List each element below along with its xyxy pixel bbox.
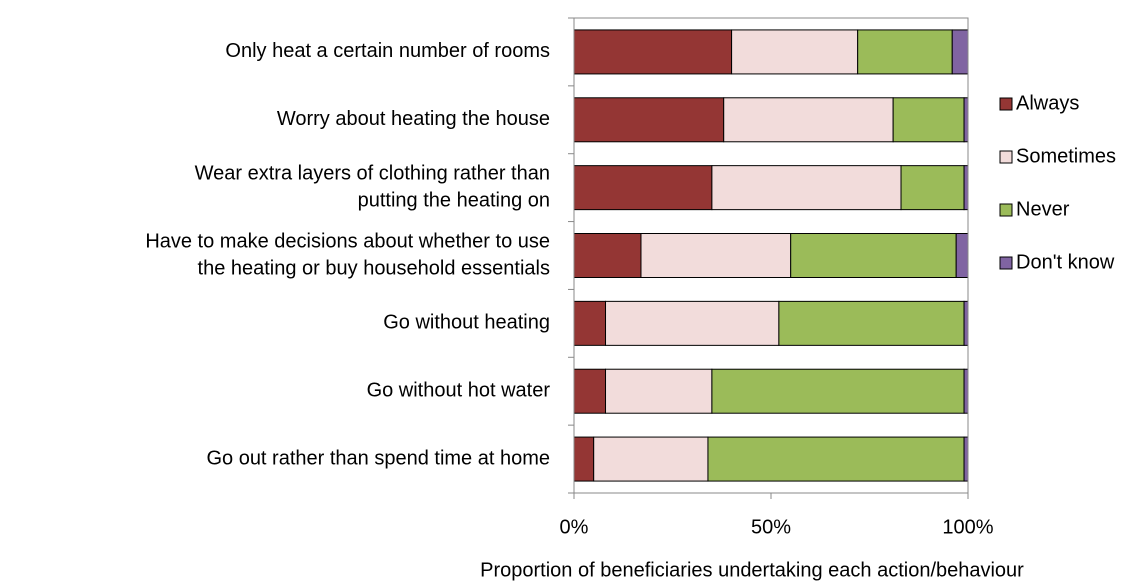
- y-tick-label: Go out rather than spend time at home: [206, 447, 550, 469]
- plot-frame: [573, 17, 969, 494]
- bar-segment: [963, 165, 969, 211]
- bar-segment: [963, 436, 969, 482]
- bar-segment: [723, 97, 894, 143]
- x-axis-title: Proportion of beneficiaries undertaking …: [480, 559, 1024, 581]
- legend-label: Always: [1016, 92, 1079, 114]
- bar-segment: [963, 300, 969, 346]
- y-tick-label: Worry about heating the house: [277, 108, 550, 130]
- legend-label: Sometimes: [1016, 145, 1116, 167]
- bar-segment: [573, 29, 733, 75]
- bar-segment: [955, 233, 969, 278]
- bar-segment: [573, 436, 595, 482]
- bar-segment: [892, 97, 965, 143]
- x-tick-label: 50%: [751, 516, 791, 538]
- bar-segment: [711, 368, 965, 414]
- legend-swatch: [999, 203, 1013, 217]
- bar-segment: [711, 165, 902, 211]
- bar-segment: [731, 29, 859, 75]
- bar-segment: [857, 29, 953, 75]
- bar-segment: [605, 300, 780, 346]
- bar-segment: [900, 165, 965, 211]
- y-tick-label: putting the heating on: [358, 189, 550, 211]
- bar-segment: [573, 233, 642, 278]
- legend-swatch: [999, 256, 1013, 270]
- bar-segment: [951, 29, 969, 75]
- legend-swatch: [999, 97, 1013, 111]
- y-tick-label: Only heat a certain number of rooms: [225, 40, 550, 62]
- y-tick-label: Have to make decisions about whether to …: [145, 230, 550, 252]
- bar-segment: [593, 436, 709, 482]
- bar-segment: [640, 233, 792, 278]
- bar-segment: [605, 368, 713, 414]
- bar-segment: [573, 165, 713, 211]
- x-tick-label: 100%: [942, 516, 993, 538]
- bar-segment: [573, 97, 725, 143]
- bar-segment: [573, 368, 607, 414]
- y-tick-label: the heating or buy household essentials: [198, 257, 550, 279]
- bar-segment: [963, 97, 969, 143]
- bar-segment: [707, 436, 965, 482]
- y-tick-label: Go without heating: [383, 312, 550, 334]
- y-tick-label: Go without hot water: [367, 379, 551, 401]
- bar-segment: [778, 300, 965, 346]
- x-tick-label: 0%: [560, 516, 589, 538]
- bar-segment: [790, 233, 957, 278]
- legend-swatch: [999, 150, 1013, 164]
- bar-segment: [573, 300, 607, 346]
- legend-label: Never: [1016, 198, 1070, 220]
- y-tick-label: Wear extra layers of clothing rather tha…: [195, 162, 550, 184]
- bar-segment: [963, 368, 969, 414]
- legend-label: Don't know: [1016, 251, 1115, 273]
